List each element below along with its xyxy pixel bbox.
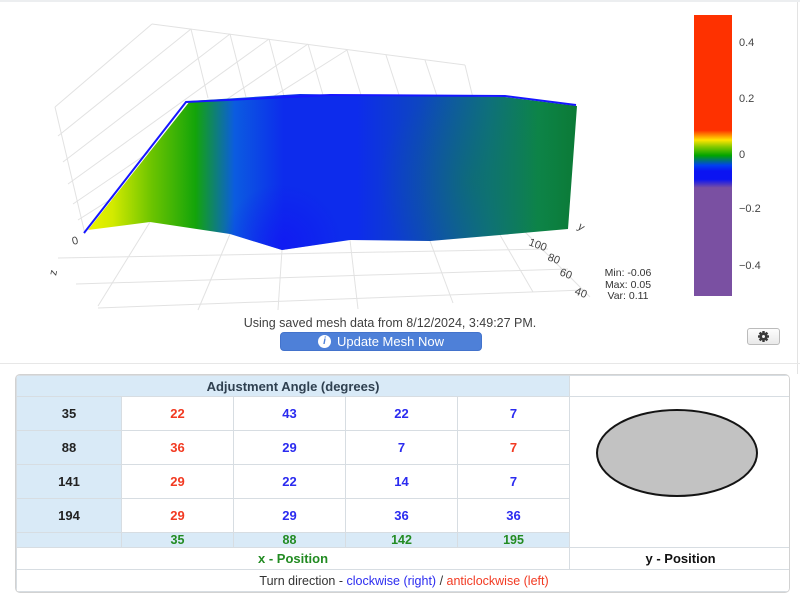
turn-direction-clockwise: clockwise (right) bbox=[346, 573, 437, 588]
angle-cell: 29 bbox=[233, 498, 346, 533]
turn-direction-prefix: Turn direction - bbox=[259, 573, 347, 588]
adjustment-angle-table-wrapper: Adjustment Angle (degrees) 35 22 43 22 7… bbox=[15, 374, 790, 593]
angle-cell: 7 bbox=[456, 464, 571, 499]
x-position-value: 142 bbox=[345, 532, 458, 548]
angle-cell: 36 bbox=[121, 430, 234, 465]
colorbar-tick: 0.4 bbox=[739, 37, 755, 49]
row-label: 141 bbox=[16, 464, 122, 499]
x-position-label: x - Position bbox=[16, 547, 571, 570]
surface-plot-canvas: 0 z y 100 80 60 40 bbox=[47, 23, 591, 311]
z-tick-0: 0 bbox=[71, 235, 80, 248]
table-header-spacer bbox=[569, 375, 789, 397]
x-position-value: 195 bbox=[456, 532, 571, 548]
angle-cell: 22 bbox=[121, 396, 234, 431]
turn-direction-note: Turn direction - clockwise (right) / ant… bbox=[16, 569, 789, 592]
stat-max: Max: 0.05 bbox=[604, 278, 652, 291]
table-title: Adjustment Angle (degrees) bbox=[16, 375, 571, 397]
update-mesh-button-label: Update Mesh Now bbox=[337, 334, 444, 349]
angle-cell: 29 bbox=[233, 430, 346, 465]
x-footer-spacer bbox=[16, 532, 122, 548]
surface-plot-3d[interactable]: 0 z y 100 80 60 40 bbox=[28, 6, 674, 314]
angle-cell: 29 bbox=[121, 498, 234, 533]
y-tick-60: 60 bbox=[558, 267, 574, 282]
y-axis-label: y bbox=[575, 221, 587, 234]
angle-cell: 43 bbox=[233, 396, 346, 431]
row-label: 35 bbox=[16, 396, 122, 431]
x-position-value: 88 bbox=[233, 532, 346, 548]
plot-grid-lines bbox=[54, 23, 591, 311]
stat-min: Min: -0.06 bbox=[604, 267, 652, 279]
surface-mesh bbox=[83, 93, 577, 250]
angle-cell: 7 bbox=[345, 430, 458, 465]
angle-cell: 7 bbox=[456, 430, 571, 465]
row-label: 194 bbox=[16, 498, 122, 533]
y-tick-80: 80 bbox=[546, 252, 562, 267]
colorbar bbox=[694, 15, 732, 296]
row-label: 88 bbox=[16, 430, 122, 465]
mesh-status-text: Using saved mesh data from 8/12/2024, 3:… bbox=[243, 316, 537, 330]
orientation-ellipse bbox=[596, 409, 759, 497]
colorbar-tick: −0.2 bbox=[739, 203, 761, 215]
surface-highlight-edge bbox=[83, 93, 577, 234]
adjustment-angle-table: Adjustment Angle (degrees) 35 22 43 22 7… bbox=[16, 375, 789, 592]
x-position-value: 35 bbox=[121, 532, 234, 548]
angle-cell: 36 bbox=[456, 498, 571, 533]
turn-direction-anticlockwise: anticlockwise (left) bbox=[446, 573, 549, 588]
angle-cell: 29 bbox=[121, 464, 234, 499]
angle-cell: 7 bbox=[456, 396, 571, 431]
angle-cell: 14 bbox=[345, 464, 458, 499]
settings-button[interactable] bbox=[747, 328, 780, 345]
colorbar-tick: −0.4 bbox=[739, 260, 761, 272]
y-position-label: y - Position bbox=[569, 547, 789, 570]
y-tick-100: 100 bbox=[527, 237, 548, 255]
section-divider bbox=[0, 363, 800, 364]
angle-cell: 36 bbox=[345, 498, 458, 533]
colorbar-tick: 0 bbox=[739, 149, 746, 161]
y-tick-40: 40 bbox=[573, 286, 589, 301]
turn-direction-separator: / bbox=[436, 573, 447, 588]
stat-var: Var: 0.11 bbox=[607, 290, 649, 302]
angle-cell: 22 bbox=[345, 396, 458, 431]
page-right-border bbox=[797, 2, 798, 374]
z-axis-label: z bbox=[47, 269, 60, 277]
gear-icon bbox=[758, 331, 769, 342]
update-mesh-button[interactable]: i Update Mesh Now bbox=[280, 332, 482, 351]
colorbar-tick: 0.2 bbox=[739, 93, 755, 105]
orientation-ellipse-cell bbox=[569, 396, 789, 548]
mesh-stats: Min: -0.06 Max: 0.05 Var: 0.11 bbox=[586, 267, 670, 303]
angle-cell: 22 bbox=[233, 464, 346, 499]
info-icon: i bbox=[318, 335, 332, 348]
